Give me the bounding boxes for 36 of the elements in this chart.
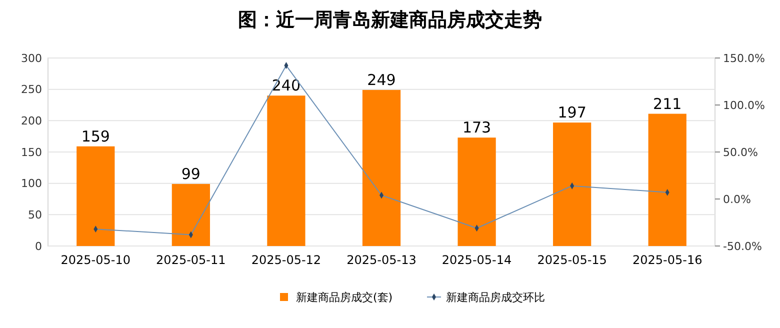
data-label: 173: [462, 118, 492, 137]
data-label: 211: [653, 94, 682, 113]
y-tick-label: 250: [21, 83, 42, 96]
bar: [648, 114, 686, 246]
x-tick-label: 2025-05-15: [537, 253, 607, 267]
bar: [362, 90, 401, 246]
data-label: 249: [367, 70, 396, 89]
x-tick-label: 2025-05-12: [251, 253, 322, 267]
data-label: 159: [81, 127, 110, 146]
bar: [76, 146, 115, 246]
legend-label: 新建商品房成交(套): [296, 290, 393, 304]
x-tick-label: 2025-05-14: [442, 253, 512, 267]
y-tick-label: 0: [35, 240, 42, 253]
y-tick-label: 50: [28, 208, 42, 222]
x-tick-label: 2025-05-16: [632, 253, 702, 267]
x-tick-label: 2025-05-11: [156, 253, 226, 267]
y2-tick-label: 0.0%: [723, 192, 751, 206]
legend-label: 新建商品房成交环比: [446, 290, 545, 304]
x-tick-label: 2025-05-13: [346, 253, 416, 267]
bar: [458, 138, 496, 246]
y-tick-label: 100: [21, 177, 42, 190]
y-tick-label: 150: [21, 146, 42, 159]
x-tick-label: 2025-05-10: [60, 253, 131, 267]
y-tick-label: 200: [21, 114, 42, 128]
data-label: 197: [558, 104, 586, 122]
data-label: 240: [272, 76, 301, 95]
y2-tick-label: 150.0%: [723, 52, 765, 65]
y2-tick-label: 50.0%: [723, 146, 758, 159]
chart-title: 图：近一周青岛新建商品房成交走势: [238, 9, 542, 31]
y2-tick-label: -50.0%: [723, 240, 762, 253]
bar: [267, 96, 306, 246]
data-label: 99: [181, 164, 200, 183]
bar: [172, 184, 210, 246]
bar: [553, 122, 592, 246]
y2-tick-label: 100.0%: [723, 98, 765, 112]
y-tick-label: 300: [21, 52, 42, 65]
